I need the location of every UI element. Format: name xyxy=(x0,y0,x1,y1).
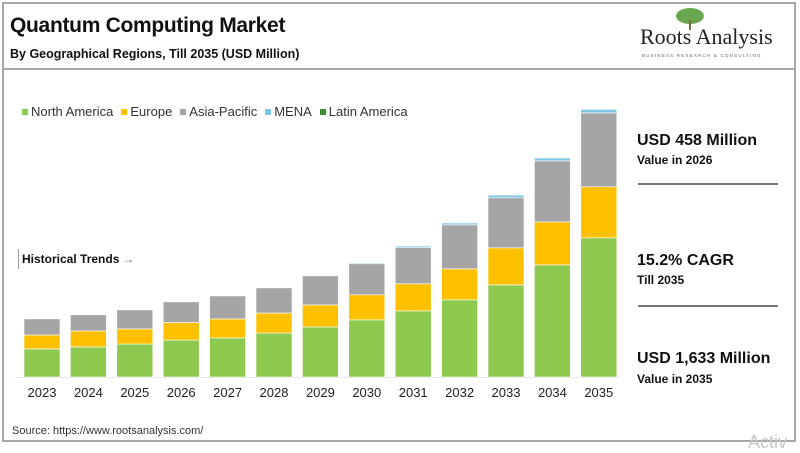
bar-segment-north-america-2025 xyxy=(117,344,153,377)
bar-segment-asia-pacific-2024 xyxy=(70,315,106,331)
bar-segment-asia-pacific-2026 xyxy=(163,302,199,323)
stat-divider xyxy=(638,183,778,185)
bar-segment-asia-pacific-2029 xyxy=(302,276,338,305)
bar-segment-asia-pacific-2032 xyxy=(442,225,478,269)
bar-segment-north-america-2024 xyxy=(70,347,106,377)
bar-segment-asia-pacific-2031 xyxy=(395,248,431,284)
x-tick-label: 2035 xyxy=(584,385,613,400)
bar-segment-north-america-2032 xyxy=(442,300,478,377)
x-tick-label: 2030 xyxy=(352,385,381,400)
bar-segment-asia-pacific-2028 xyxy=(256,288,292,313)
source-note: Source: https://www.rootsanalysis.com/ xyxy=(12,425,203,437)
bar-segment-europe-2035 xyxy=(581,187,617,238)
bar-segment-europe-2029 xyxy=(302,305,338,327)
bar-segment-europe-2031 xyxy=(395,284,431,311)
stat-2035-label: Value in 2035 xyxy=(637,372,712,386)
bar-segment-mena-2034 xyxy=(534,158,570,161)
bar-segment-europe-2027 xyxy=(210,319,246,338)
historical-trends-annotation: Historical Trends → xyxy=(18,249,134,269)
bar-segment-north-america-2034 xyxy=(534,265,570,377)
bar-segment-north-america-2030 xyxy=(349,320,385,377)
x-tick-label: 2027 xyxy=(213,385,242,400)
x-tick-label: 2032 xyxy=(445,385,474,400)
bar-segment-mena-2033 xyxy=(488,195,524,198)
bar-segment-north-america-2028 xyxy=(256,333,292,377)
bar-segment-europe-2024 xyxy=(70,331,106,347)
bar-segment-north-america-2033 xyxy=(488,285,524,377)
bar-segment-asia-pacific-2030 xyxy=(349,264,385,295)
x-tick-label: 2033 xyxy=(492,385,521,400)
bar-segment-asia-pacific-2035 xyxy=(581,113,617,187)
arrow-right-icon: → xyxy=(122,252,134,266)
bar-segment-europe-2023 xyxy=(24,335,60,349)
bar-segment-north-america-2023 xyxy=(24,349,60,377)
stat-cagr-label: Till 2035 xyxy=(637,273,684,287)
x-tick-label: 2031 xyxy=(399,385,428,400)
bar-segment-europe-2025 xyxy=(117,329,153,344)
bar-segment-mena-2035 xyxy=(581,109,617,113)
bar-segment-europe-2030 xyxy=(349,295,385,320)
bar-segment-north-america-2031 xyxy=(395,311,431,377)
x-tick-label: 2025 xyxy=(120,385,149,400)
bar-segment-europe-2034 xyxy=(534,222,570,265)
stat-divider xyxy=(638,305,778,307)
bar-segment-north-america-2027 xyxy=(210,338,246,377)
stat-2026-label: Value in 2026 xyxy=(637,153,712,167)
x-tick-label: 2034 xyxy=(538,385,567,400)
bar-segment-asia-pacific-2025 xyxy=(117,310,153,329)
bar-segment-europe-2028 xyxy=(256,313,292,333)
stat-2035-value: USD 1,633 Million xyxy=(637,350,770,368)
bar-segment-europe-2026 xyxy=(163,323,199,341)
x-tick-label: 2023 xyxy=(28,385,57,400)
bar-segment-north-america-2029 xyxy=(302,327,338,377)
x-tick-label: 2029 xyxy=(306,385,335,400)
bar-segment-europe-2033 xyxy=(488,248,524,285)
historical-trends-marker xyxy=(18,249,19,269)
bar-segment-asia-pacific-2023 xyxy=(24,319,60,335)
bar-segment-asia-pacific-2033 xyxy=(488,198,524,248)
stat-2026-value: USD 458 Million xyxy=(637,132,757,150)
x-tick-label: 2028 xyxy=(260,385,289,400)
x-tick-label: 2026 xyxy=(167,385,196,400)
bar-segment-asia-pacific-2034 xyxy=(534,161,570,222)
historical-trends-label: Historical Trends xyxy=(22,252,119,266)
bar-segment-europe-2032 xyxy=(442,269,478,300)
bar-segment-north-america-2026 xyxy=(163,340,199,377)
stat-cagr-value: 15.2% CAGR xyxy=(637,252,734,270)
bar-segment-asia-pacific-2027 xyxy=(210,296,246,319)
bar-segment-north-america-2035 xyxy=(581,238,617,377)
x-tick-label: 2024 xyxy=(74,385,103,400)
